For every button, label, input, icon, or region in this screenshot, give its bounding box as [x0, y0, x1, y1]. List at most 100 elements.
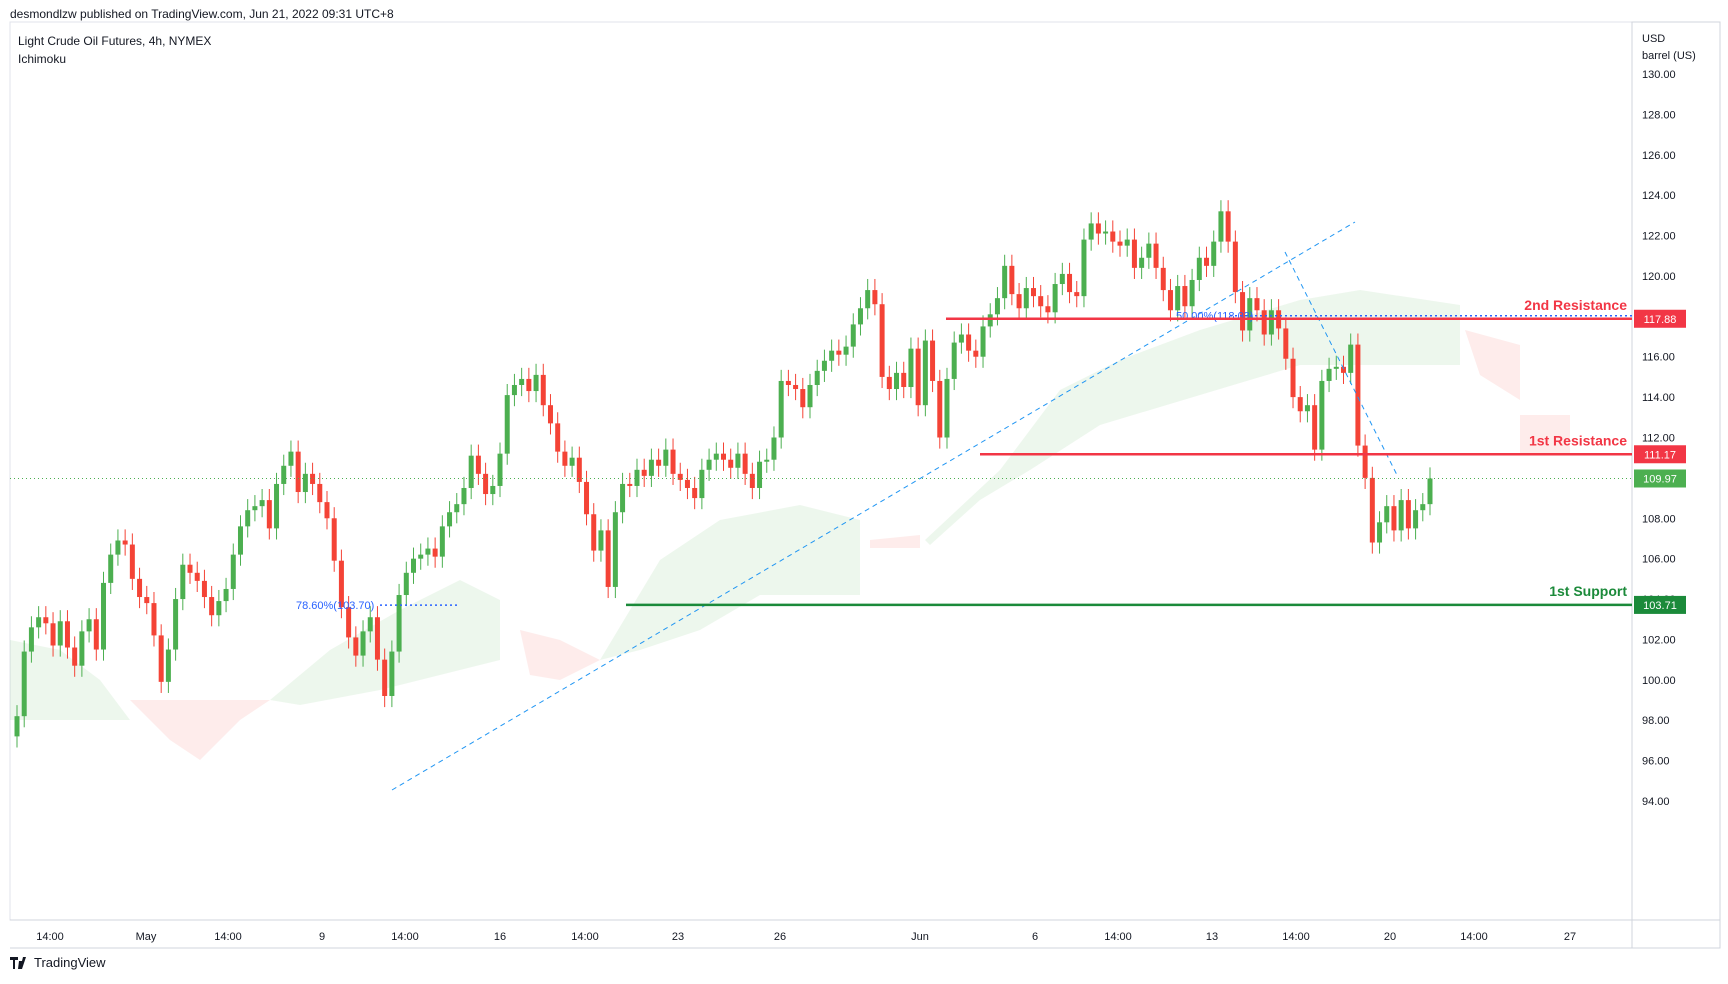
candle-body — [742, 453, 748, 474]
candle-body — [274, 483, 280, 529]
candle-body — [418, 554, 424, 559]
plot-frame — [9, 21, 1633, 921]
candle-body — [958, 334, 964, 343]
candle-body — [540, 374, 546, 406]
trendline-ascending[interactable] — [391, 221, 1356, 791]
candle-body — [620, 483, 626, 513]
time-tick-label: 14:00 — [1282, 931, 1310, 943]
candle-body — [886, 376, 892, 390]
candle-body — [483, 473, 489, 495]
candle-body — [706, 459, 712, 470]
time-tick-label: 14:00 — [571, 931, 599, 943]
candle-body — [108, 554, 114, 583]
candle-body — [915, 348, 921, 406]
candle-body — [872, 290, 878, 305]
resistance-label: 2nd Resistance — [1524, 297, 1627, 313]
candle-body — [1319, 380, 1325, 450]
candle-body — [1153, 243, 1159, 268]
candle-body — [497, 453, 503, 486]
candle-body — [432, 548, 438, 557]
current-price-label: 109.97 — [1643, 473, 1677, 485]
candle-body — [310, 473, 316, 484]
candle-body — [1052, 284, 1058, 313]
ichimoku-cloud — [1465, 330, 1570, 455]
candle-body — [1340, 366, 1346, 373]
candle-body — [144, 597, 150, 604]
candle-body — [865, 290, 871, 309]
publisher-line: desmondlzw published on TradingView.com,… — [10, 7, 394, 21]
candle-body — [490, 485, 496, 495]
candle-body — [1095, 223, 1101, 234]
candle-body — [439, 526, 445, 557]
time-tick-label: 14:00 — [1104, 931, 1132, 943]
price-tick-label: 122.00 — [1642, 231, 1676, 243]
candle-body — [800, 389, 806, 408]
candle-body — [1009, 265, 1015, 295]
candle-body — [43, 617, 49, 624]
price-tick-label: 124.00 — [1642, 190, 1676, 202]
level-price-tag — [1634, 595, 1686, 614]
ichimoku-cloud — [925, 290, 1460, 545]
time-tick-label: 23 — [672, 931, 684, 943]
time-tick-label: 13 — [1206, 931, 1218, 943]
candle-body — [1059, 273, 1065, 285]
candle-body — [966, 334, 972, 351]
candle-body — [266, 500, 272, 529]
candle-body — [894, 372, 900, 390]
candle-body — [137, 578, 143, 598]
candle-body — [1348, 344, 1354, 373]
candle-body — [728, 459, 734, 468]
candle-body — [151, 603, 157, 636]
candle-body — [230, 554, 236, 589]
time-tick-label: 27 — [1564, 931, 1576, 943]
candle-body — [93, 619, 99, 650]
candle-body — [1189, 279, 1195, 307]
candle-body — [1160, 267, 1166, 291]
candle-body — [281, 465, 287, 484]
candle-body — [1247, 298, 1253, 331]
candle-body — [245, 510, 251, 527]
candle-body — [1232, 241, 1238, 293]
candle-body — [1175, 286, 1181, 311]
candle-body — [1023, 288, 1029, 309]
candle-body — [1297, 397, 1303, 412]
symbol-title[interactable]: Light Crude Oil Futures, 4h, NYMEX — [18, 34, 212, 48]
candle-body — [598, 530, 604, 551]
candle-body — [850, 324, 856, 347]
time-tick-label: 26 — [774, 931, 786, 943]
candle-body — [994, 298, 1000, 315]
candle-body — [836, 350, 842, 355]
candle-body — [1391, 506, 1397, 531]
candle-body — [302, 473, 308, 493]
candle-body — [951, 342, 957, 379]
candle-body — [879, 304, 885, 377]
candle-body — [374, 617, 380, 660]
level-price-tag — [1634, 445, 1686, 464]
trendline-descending[interactable] — [1284, 251, 1399, 478]
candle-body — [1377, 522, 1383, 543]
candle-body — [576, 457, 582, 482]
candle-body — [584, 481, 590, 515]
candle-body — [353, 637, 359, 656]
time-tick-label: 14:00 — [36, 931, 64, 943]
indicator-label[interactable]: Ichimoku — [18, 52, 67, 66]
time-tick-label: 14:00 — [214, 931, 242, 943]
candle-body — [454, 504, 460, 513]
price-tick-label: 106.00 — [1642, 554, 1676, 566]
candle-body — [389, 651, 395, 696]
candle-body — [1427, 478, 1433, 505]
candle-body — [425, 548, 431, 555]
time-tick-label: May — [136, 931, 157, 943]
candle-body — [1117, 241, 1123, 246]
candle-body — [987, 314, 993, 327]
candle-body — [922, 340, 928, 406]
time-tick-label: Jun — [911, 931, 929, 943]
price-tick-label: 108.00 — [1642, 513, 1676, 525]
ichimoku-cloud — [10, 640, 130, 720]
candle-body — [447, 512, 453, 527]
candle-body — [1254, 298, 1260, 311]
candle-body — [656, 459, 662, 466]
candle-body — [814, 370, 820, 385]
candle-body — [331, 518, 337, 561]
